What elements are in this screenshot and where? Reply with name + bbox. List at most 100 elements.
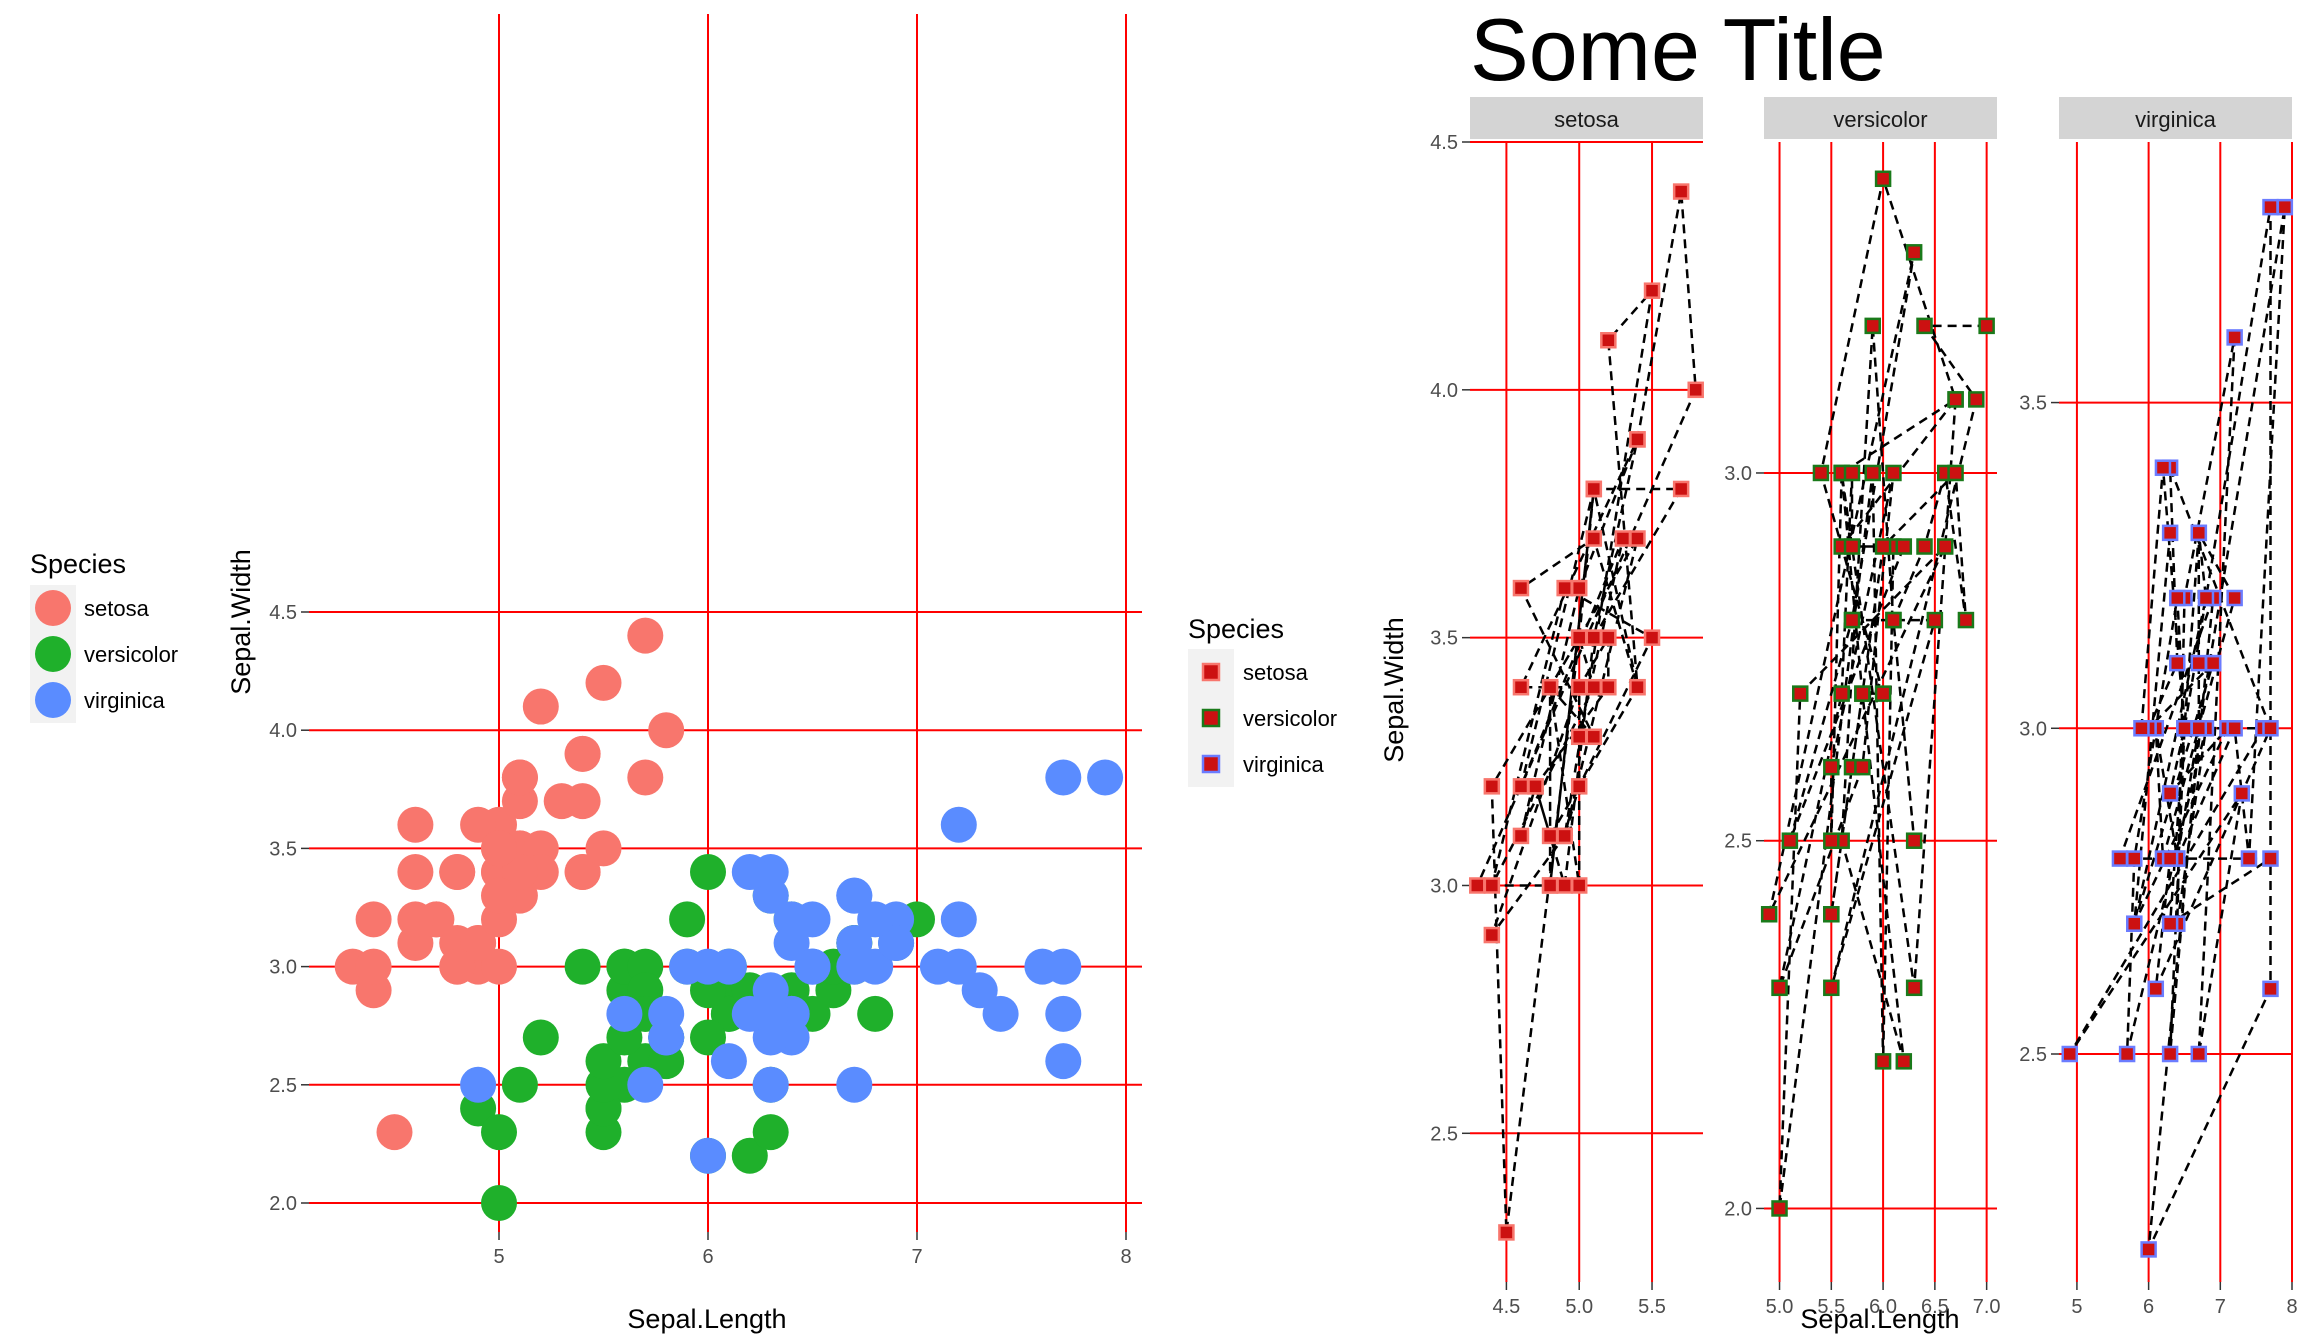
left-x-tick-label: 7 <box>911 1246 922 1268</box>
facet-point-versicolor <box>1957 611 1975 629</box>
data-point-setosa <box>564 854 601 891</box>
data-point-setosa <box>376 1114 413 1151</box>
data-point-setosa <box>439 948 476 985</box>
facet-point-virginica <box>2226 329 2243 346</box>
facet-point-setosa <box>1570 579 1588 597</box>
data-point-versicolor <box>481 1114 517 1151</box>
facet-point-setosa <box>1541 827 1559 845</box>
facet-point-virginica <box>2262 850 2279 867</box>
facet-point-setosa <box>1629 431 1646 448</box>
facet-point-setosa <box>1614 530 1632 547</box>
data-point-setosa <box>355 901 392 938</box>
facet-y-tick-label: 4.5 <box>1430 132 1458 154</box>
left-x-tick-label: 8 <box>1120 1246 1131 1268</box>
facet-point-setosa <box>1585 530 1603 547</box>
facet-point-virginica <box>2118 1045 2136 1063</box>
facet-point-setosa <box>1541 678 1559 696</box>
data-point-setosa <box>397 901 434 938</box>
facet-point-setosa <box>1512 827 1530 845</box>
facet-point-virginica <box>2061 1045 2079 1063</box>
facet-x-tick-label: 8 <box>2286 1296 2297 1318</box>
data-point-setosa <box>397 806 434 843</box>
data-point-versicolor <box>585 1043 622 1080</box>
facet-point-versicolor <box>1874 538 1892 555</box>
data-point-versicolor <box>669 901 706 938</box>
facet-point-virginica <box>2176 720 2193 737</box>
facet-point-versicolor <box>1947 464 1964 482</box>
facet-point-virginica <box>2126 915 2143 932</box>
legend-label-setosa: setosa <box>84 596 150 621</box>
facet-point-setosa <box>1600 629 1617 646</box>
facet-point-virginica <box>2161 850 2179 867</box>
facet-point-setosa <box>1556 579 1573 597</box>
facet-y-tick-label: 4.0 <box>1430 380 1458 402</box>
facet-point-setosa <box>1672 480 1690 498</box>
facet-point-virginica <box>2161 524 2179 542</box>
data-point-virginica <box>794 948 831 985</box>
facet-point-virginica <box>2169 654 2186 672</box>
left-legend-title: Species <box>30 549 126 579</box>
facet-y-tick-label: 2.0 <box>1724 1198 1752 1220</box>
data-point-virginica <box>1087 759 1124 796</box>
data-point-setosa <box>460 806 497 843</box>
facet-x-tick-label: 5.5 <box>1817 1296 1845 1318</box>
legend-key-setosa <box>35 590 71 626</box>
legend-label-versicolor: versicolor <box>84 642 178 667</box>
left-y-tick-label: 4.5 <box>269 602 297 624</box>
facet-point-setosa <box>1541 877 1559 894</box>
data-point-virginica <box>606 995 643 1032</box>
facet-point-versicolor <box>1843 538 1861 555</box>
right-x-axis-title: Sepal.Length <box>1800 1304 1959 1334</box>
facet-point-versicolor <box>1926 611 1944 629</box>
facet-point-setosa <box>1512 678 1530 696</box>
left-y-tick-label: 3.5 <box>269 838 297 860</box>
facet-point-setosa <box>1585 629 1603 646</box>
facet-y-tick-label: 2.5 <box>2019 1044 2047 1066</box>
data-point-setosa <box>627 617 664 654</box>
facet-point-setosa <box>1556 827 1573 845</box>
facet-point-versicolor <box>1833 685 1850 702</box>
facet-strip-virginica <box>2059 97 2292 139</box>
facet-point-virginica <box>2190 654 2208 672</box>
facet-x-tick-label: 6.5 <box>1921 1296 1949 1318</box>
facet-point-setosa <box>1483 877 1501 894</box>
facet-point-virginica <box>2197 589 2215 607</box>
left-legend: Species setosa versicolor virginica <box>30 549 178 723</box>
facet-point-setosa <box>1629 530 1646 547</box>
facet-y-tick-label: 3.0 <box>1430 875 1458 897</box>
facet-y-tick-label: 3.5 <box>1430 628 1458 650</box>
facet-path-setosa <box>1475 191 1697 1233</box>
right-faceted-plot: Some Title Sepal.Length Sepal.Width seto… <box>1379 0 2298 1334</box>
data-point-virginica <box>669 948 706 985</box>
facet-point-virginica <box>2140 1241 2157 1258</box>
facet-point-versicolor <box>1771 979 1788 997</box>
data-point-virginica <box>627 1066 664 1103</box>
facet-x-tick-label: 4.5 <box>1493 1296 1521 1318</box>
facet-point-versicolor <box>1905 832 1923 849</box>
facet-x-tick-label: 5.0 <box>1766 1296 1794 1318</box>
facet-strip-setosa <box>1470 97 1703 139</box>
data-point-setosa <box>481 948 517 985</box>
facet-point-versicolor <box>1874 685 1892 702</box>
data-point-setosa <box>564 735 601 772</box>
data-point-virginica <box>648 1019 685 1056</box>
right-plot-title: Some Title <box>1470 0 1886 99</box>
left-scatter-plot: Sepal.Length Sepal.Width 5 6 7 8 2.0 2.5 3.0 3.… <box>226 14 1142 1334</box>
facet-x-tick-label: 5.5 <box>1638 1296 1666 1318</box>
facet-point-virginica <box>2161 1045 2179 1063</box>
facet-x-tick-label: 7 <box>2215 1296 2226 1318</box>
left-y-axis-title: Sepal.Width <box>226 549 256 695</box>
facet-point-virginica <box>2111 850 2129 867</box>
facet-point-versicolor <box>1895 1053 1913 1070</box>
legend-key-setosa <box>1201 662 1221 682</box>
facet-strip-versicolor <box>1764 97 1997 139</box>
facet-point-setosa <box>1585 678 1603 696</box>
left-y-tick-label: 3.0 <box>269 957 297 979</box>
facet-point-virginica <box>2126 850 2143 867</box>
facet-point-versicolor <box>1760 906 1778 923</box>
left-x-tick-label: 5 <box>493 1246 504 1268</box>
data-point-virginica <box>752 1066 789 1103</box>
data-point-setosa <box>585 664 622 701</box>
facet-point-setosa <box>1570 877 1588 894</box>
